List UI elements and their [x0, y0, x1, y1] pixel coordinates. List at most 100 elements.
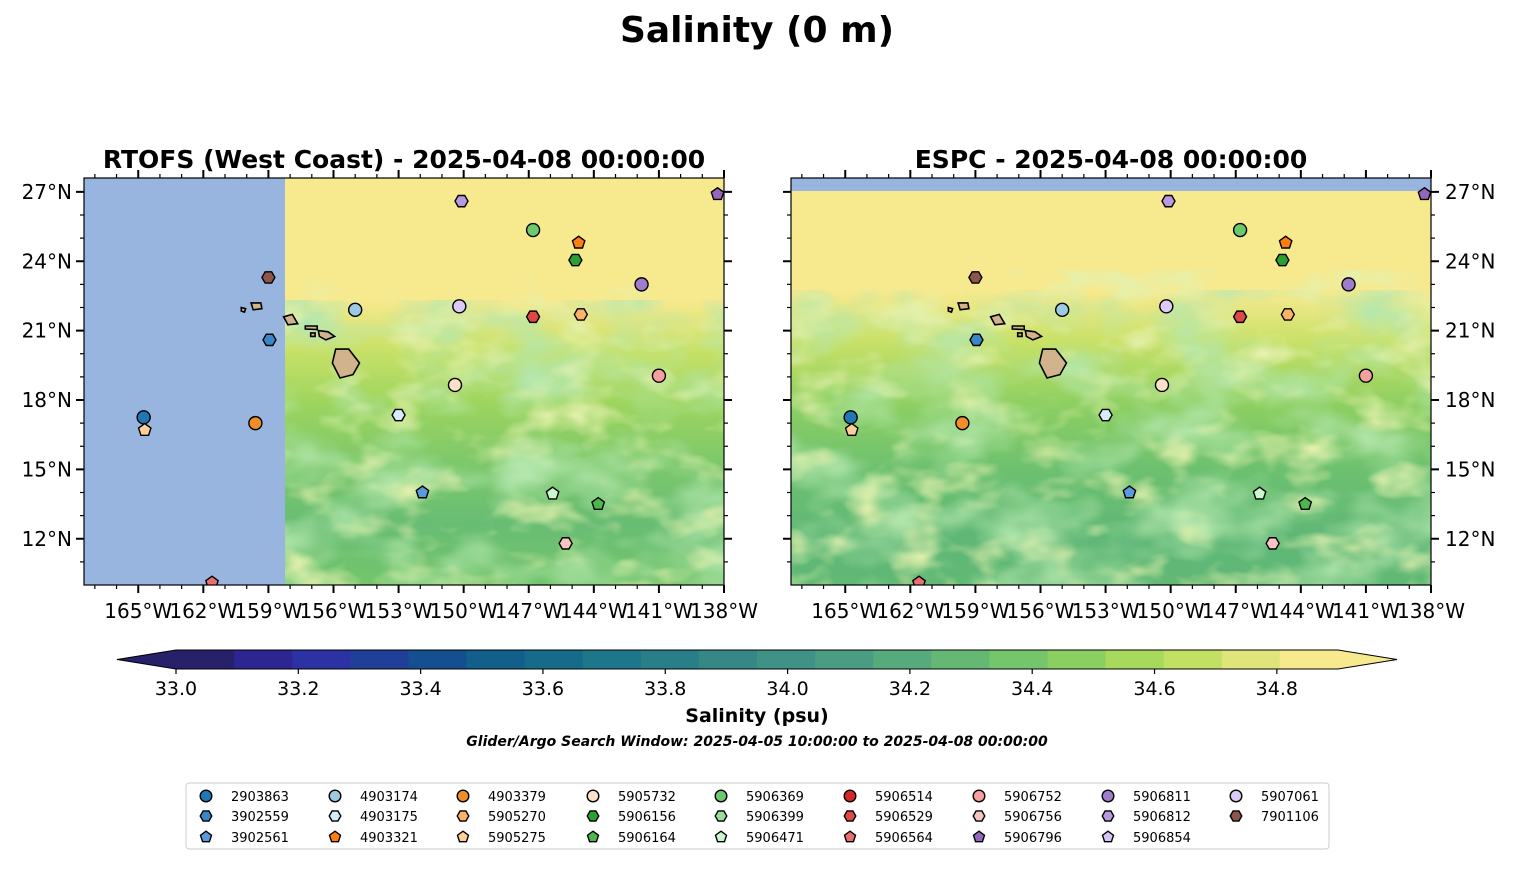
legend-item-5905275: 5905275: [456, 830, 546, 846]
station-marker-5906471: [545, 486, 560, 500]
station-marker-4903379: [456, 789, 470, 803]
colorbar-extend-max: [1338, 650, 1397, 669]
legend-item-4903321: 4903321: [328, 830, 418, 846]
legend-label: 5906752: [1004, 790, 1062, 805]
lat-tick-label: 21°N: [22, 319, 72, 343]
lon-tick-label: 147°W: [495, 599, 563, 623]
legend-item-5906854: 5906854: [1101, 830, 1191, 846]
colorbar-tick-label: 33.6: [522, 678, 564, 700]
legend-label: 4903321: [360, 831, 418, 846]
colorbar-tick-label: 34.6: [1133, 678, 1175, 700]
station-marker-5906811: [1101, 789, 1115, 803]
station-marker-5905270: [573, 308, 589, 321]
legend-label: 3902561: [231, 831, 289, 846]
station-marker-5906369: [714, 789, 728, 803]
legend-item-5906811: 5906811: [1101, 789, 1191, 805]
colorbar-segment: [292, 650, 351, 669]
station-marker-5906812: [1101, 810, 1115, 822]
station-marker-4903379: [955, 415, 970, 431]
colorbar-segment: [408, 650, 468, 669]
colorbar-segment: [989, 650, 1049, 669]
lon-tick-label: 138°W: [690, 599, 758, 623]
masked-region: [84, 178, 285, 585]
molokai-island: [304, 325, 318, 331]
legend-item-5906752: 5906752: [972, 789, 1062, 805]
legend-item-7901106: 7901106: [1229, 810, 1319, 825]
lon-tick-label: 165°W: [104, 599, 172, 623]
legend-item-5906156: 5906156: [586, 810, 676, 825]
maui-island: [1024, 329, 1044, 341]
salinity-field-rtofs: [84, 178, 724, 585]
lanai-island: [1016, 332, 1023, 338]
lon-tick-label: 162°W: [169, 599, 237, 623]
station-marker-5905275: [456, 830, 470, 843]
oahu-island: [282, 313, 300, 326]
legend-label: 5906399: [746, 810, 804, 825]
colorbar-segment: [931, 650, 990, 669]
legend-item-5905270: 5905270: [456, 810, 546, 825]
legend-item-5906514: 5906514: [843, 789, 933, 805]
lon-tick-label: 159°W: [234, 599, 302, 623]
colorbar-tick-label: 34.2: [889, 678, 931, 700]
lon-tick-label: 162°W: [876, 599, 944, 623]
legend-label: 5906529: [875, 810, 933, 825]
panel-espc: ESPC - 2025-04-08 00:00:00 165°W162°W159…: [783, 145, 1495, 623]
colorbar-tick-label: 33.0: [155, 678, 197, 700]
station-marker-4903175: [391, 408, 406, 422]
station-marker-4903174: [347, 302, 363, 318]
lon-tick-label: 159°W: [941, 599, 1009, 623]
legend-item-3902561: 3902561: [199, 830, 289, 846]
colorbar-segment: [757, 650, 816, 669]
land-espc: [947, 302, 1068, 379]
station-marker-5905270: [1280, 308, 1296, 321]
colorbar-tick-label: 33.4: [399, 678, 441, 700]
panel-rtofs: RTOFS (West Coast) - 2025-04-08 00:00:00…: [22, 145, 759, 623]
station-marker-5906369: [1232, 222, 1248, 238]
station-marker-5906529: [1232, 310, 1248, 324]
legend-label: 5906756: [1004, 810, 1062, 825]
lon-tick-label: 141°W: [625, 599, 693, 623]
legend-item-4903175: 4903175: [328, 810, 418, 825]
legend-item-5906399: 5906399: [714, 810, 804, 825]
colorbar-segment: [1221, 650, 1281, 669]
station-marker-5906399: [714, 810, 728, 822]
legend-label: 5906811: [1133, 790, 1191, 805]
legend-item-5906756: 5906756: [972, 810, 1062, 825]
colorbar-segment: [176, 650, 235, 669]
axes-rtofs: 165°W162°W159°W156°W153°W150°W147°W144°W…: [22, 170, 758, 623]
station-marker-5905732: [586, 789, 600, 803]
kauai-island: [957, 302, 970, 311]
colorbar-segment: [350, 650, 409, 669]
lanai-island: [309, 332, 316, 338]
legend-item-4903174: 4903174: [328, 789, 418, 805]
lat-tick-label: 18°N: [22, 388, 72, 412]
station-marker-7901106: [968, 271, 983, 284]
lat-tick-label: 24°N: [22, 249, 72, 273]
station-marker-7901106: [261, 271, 276, 284]
lat-tick-label: 27°N: [1445, 180, 1495, 204]
station-marker-3902559: [199, 810, 213, 822]
legend-item-5906796: 5906796: [972, 830, 1062, 846]
colorbar-label: Salinity (psu): [685, 705, 828, 727]
legend-label: 5905275: [488, 831, 546, 846]
oahu-island: [989, 313, 1007, 326]
lat-tick-label: 15°N: [22, 457, 72, 481]
legend-label: 5906564: [875, 831, 933, 846]
colorbar-segment: [1279, 650, 1339, 669]
station-marker-5906529: [525, 310, 541, 324]
legend-item-5906812: 5906812: [1101, 810, 1191, 825]
legend-label: 5907061: [1261, 790, 1319, 805]
station-marker-5905275: [844, 422, 859, 437]
legend-label: 5905270: [488, 810, 546, 825]
station-marker-5906756: [972, 810, 986, 822]
lat-tick-label: 18°N: [1445, 388, 1495, 412]
lon-tick-label: 138°W: [1397, 599, 1465, 623]
niihau-island: [947, 306, 954, 314]
legend-label: 4903174: [360, 790, 418, 805]
colorbar-tick-label: 33.2: [277, 678, 319, 700]
station-marker-5906752: [1358, 368, 1374, 383]
masked-strip: [791, 178, 1431, 191]
station-marker-7901106: [1229, 810, 1243, 822]
station-marker-5905275: [137, 422, 152, 437]
